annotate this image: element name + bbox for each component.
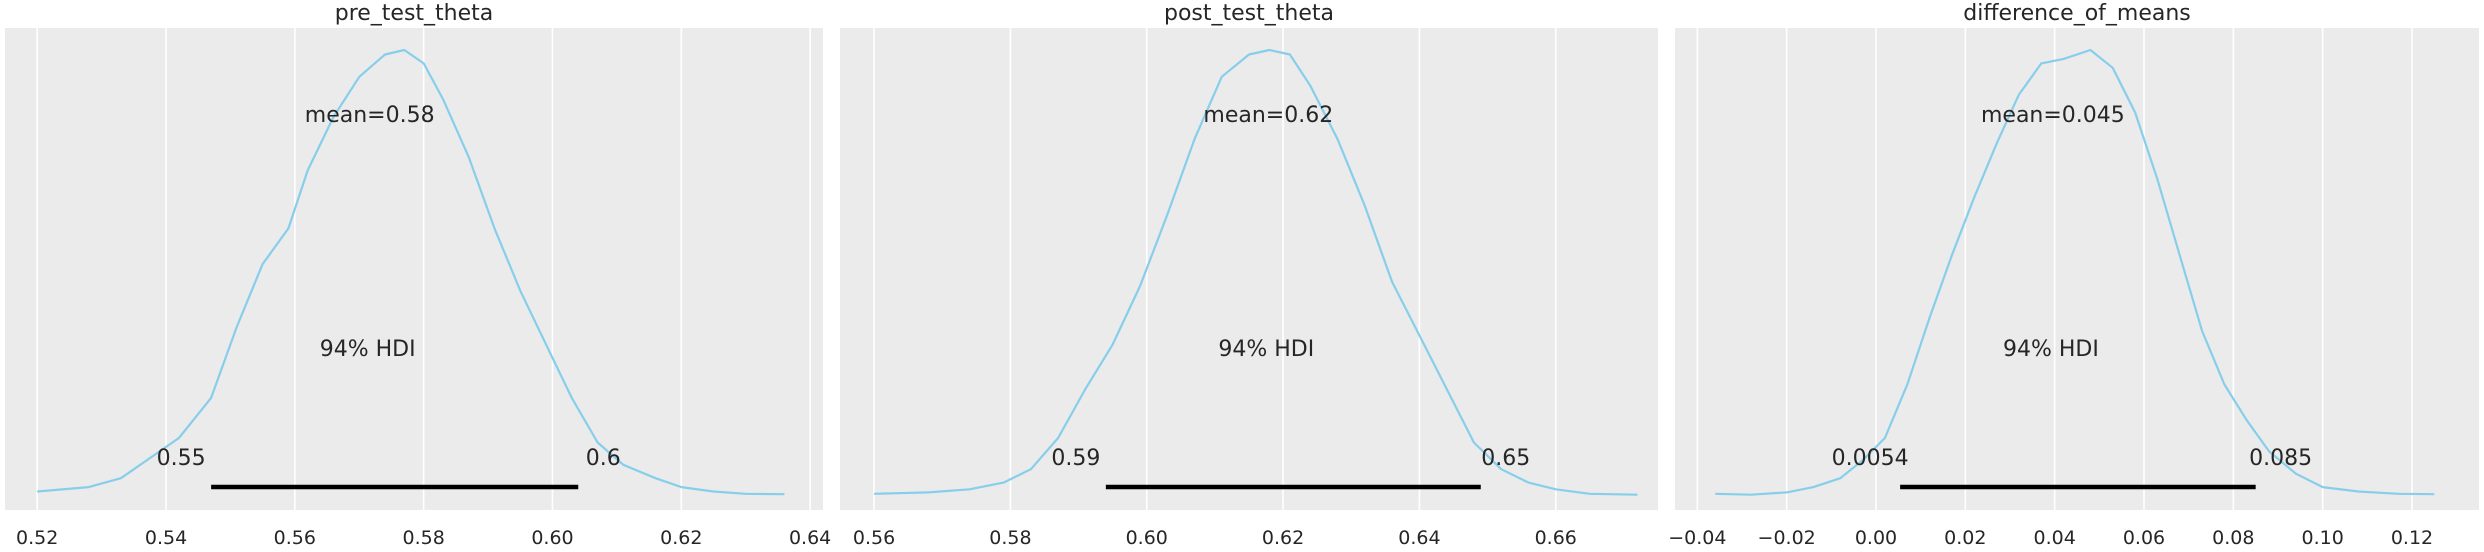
plot-area (5, 28, 823, 510)
panel-title: post_test_theta (1164, 1, 1334, 26)
panel-title: difference_of_means (1963, 1, 2191, 26)
hdi-label: 94% HDI (320, 337, 416, 362)
x-tick-label: −0.04 (1668, 527, 1726, 549)
x-tick-label: 0.00 (1855, 527, 1897, 549)
x-tick-label: 0.58 (989, 527, 1031, 549)
x-tick-label: 0.62 (660, 527, 702, 549)
hdi-low-label: 0.59 (1051, 446, 1100, 471)
x-tick-label: 0.54 (145, 527, 187, 549)
x-tick-label: 0.66 (1535, 527, 1577, 549)
panel-title: pre_test_theta (335, 1, 494, 26)
hdi-label: 94% HDI (1218, 337, 1314, 362)
panel-post-test-theta: post_test_theta mean=0.62 94% HDI 0.59 0.65 0… (840, 1, 1658, 549)
x-tick-label: 0.06 (2123, 527, 2165, 549)
hdi-high-label: 0.6 (586, 446, 621, 471)
x-tick-label: 0.56 (853, 527, 895, 549)
mean-label: mean=0.62 (1203, 103, 1333, 128)
density-curve (37, 48, 785, 496)
mean-label: mean=0.045 (1981, 103, 2125, 128)
x-tick-label: 0.12 (2391, 527, 2433, 549)
x-tick-label: 0.52 (16, 527, 58, 549)
x-tick-label: 0.04 (2034, 527, 2076, 549)
x-tick-label: 0.60 (531, 527, 573, 549)
hdi-low-label: 0.0054 (1832, 446, 1909, 471)
hdi-high-label: 0.65 (1481, 446, 1530, 471)
density-curve (1715, 48, 2435, 496)
hdi-label: 94% HDI (2003, 337, 2099, 362)
panel-difference-of-means: difference_of_means mean=0.045 94% HDI 0.00… (1668, 1, 2479, 549)
x-tick-label: 0.60 (1126, 527, 1168, 549)
x-tick-label: 0.08 (2212, 527, 2254, 549)
x-tick-label: 0.64 (1398, 527, 1440, 549)
x-tick-label: 0.58 (403, 527, 445, 549)
x-tick-label: 0.10 (2302, 527, 2344, 549)
hdi-high-label: 0.085 (2249, 446, 2312, 471)
mean-label: mean=0.58 (305, 103, 435, 128)
density-curve (874, 48, 1638, 496)
x-tick-label: 0.64 (789, 527, 831, 549)
x-tick-label: −0.02 (1758, 527, 1816, 549)
hdi-low-label: 0.55 (157, 446, 206, 471)
plot-area (1675, 28, 2479, 510)
plot-area (840, 28, 1658, 510)
x-tick-label: 0.02 (1944, 527, 1986, 549)
x-tick-label: 0.56 (274, 527, 316, 549)
panel-pre-test-theta: pre_test_theta mean=0.58 94% HDI 0.55 0.6 0.5… (5, 1, 831, 549)
x-tick-label: 0.62 (1262, 527, 1304, 549)
